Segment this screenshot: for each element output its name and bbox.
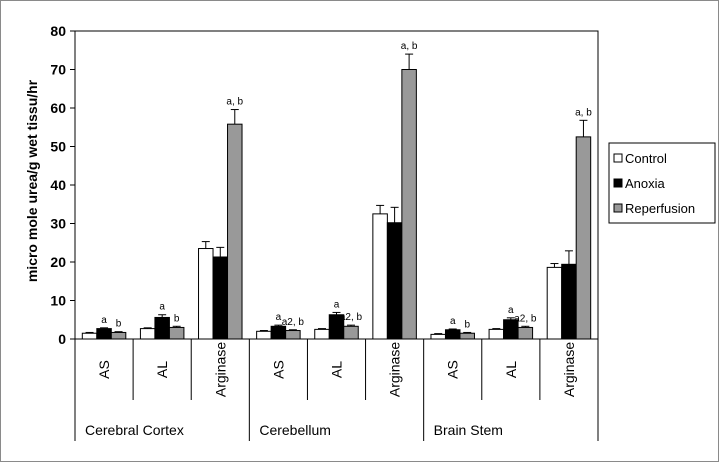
significance-label: a	[159, 302, 165, 313]
bar-anoxia	[444, 329, 461, 340]
bar-anoxia	[561, 263, 577, 340]
bar-control	[372, 213, 388, 340]
bar-anoxia	[154, 316, 170, 340]
bar-reperfusion	[168, 326, 185, 340]
significance-label: b	[464, 319, 470, 330]
y-tick-label: 70	[50, 62, 66, 78]
significance-label: a2, b	[282, 317, 305, 328]
bar-anoxia	[386, 222, 403, 340]
bar-control	[81, 332, 98, 340]
significance-label: a2, b	[514, 313, 537, 324]
category-label: Arginase	[212, 342, 228, 397]
significance-label: a	[450, 316, 456, 327]
bar-reperfusion	[575, 136, 592, 340]
y-tick-label: 50	[50, 139, 66, 155]
legend-swatch-anoxia	[613, 178, 623, 188]
legend-label-control: Control	[625, 151, 667, 166]
category-label: Arginase	[561, 342, 577, 397]
y-axis-label: micro mole urea/g wet tissu/hr	[24, 79, 40, 282]
group-label: Cerebral Cortex	[85, 422, 184, 438]
bar-reperfusion	[110, 331, 127, 340]
bar-reperfusion	[517, 326, 534, 340]
bar-reperfusion	[285, 330, 301, 340]
significance-label: a, b	[401, 41, 418, 52]
bar-anoxia	[96, 328, 112, 340]
significance-label: a2, b	[340, 312, 363, 323]
legend-swatch-reperfusion	[613, 203, 623, 213]
bar-reperfusion	[401, 69, 417, 340]
bars	[81, 53, 592, 340]
bar-anoxia	[212, 256, 229, 340]
legend-label-reperfusion: Reperfusion	[625, 201, 695, 216]
y-tick-label: 10	[50, 293, 66, 309]
significance-label: a	[334, 299, 340, 310]
bar-control	[546, 266, 563, 340]
bar-control	[139, 328, 156, 340]
significance-label: a	[101, 315, 107, 326]
legend: Control Anoxia Reperfusion	[608, 142, 716, 224]
bar-control	[256, 330, 272, 340]
bar-control	[430, 333, 446, 340]
bar-reperfusion	[343, 325, 359, 340]
y-tick-label: 0	[58, 331, 66, 347]
plot-area	[74, 30, 599, 340]
legend-label-anoxia: Anoxia	[625, 176, 666, 191]
bar-control	[488, 328, 505, 340]
category-label: AS	[96, 360, 112, 379]
bar-reperfusion	[459, 332, 475, 340]
bar-anoxia	[270, 325, 287, 340]
group-label: Cerebellum	[259, 422, 331, 438]
y-tick-label: 40	[50, 177, 66, 193]
significance-label: b	[174, 313, 180, 324]
category-label: AS	[445, 360, 461, 379]
legend-box	[608, 142, 716, 224]
category-labels: AS AL Arginase AS AL Arginase AS AL Arginase Cere…	[85, 342, 577, 438]
y-tick-label: 30	[50, 216, 66, 232]
category-label: Arginase	[387, 342, 403, 397]
significance-label: a, b	[226, 97, 243, 108]
category-label: AL	[154, 361, 170, 378]
significance-label: b	[116, 319, 122, 330]
category-label: AL	[329, 361, 345, 378]
significance-label: a, b	[575, 107, 592, 118]
significance-label: a	[508, 305, 514, 316]
group-label: Brain Stem	[434, 422, 503, 438]
bar-reperfusion	[227, 123, 243, 340]
bar-control	[314, 328, 330, 340]
significance-label: a	[276, 312, 282, 323]
y-tick-label: 20	[50, 254, 66, 270]
bar-control	[198, 248, 214, 340]
y-tick-label: 60	[50, 100, 66, 116]
y-tick-label: 80	[50, 23, 66, 39]
category-label: AL	[503, 361, 519, 378]
category-label: AS	[270, 360, 286, 379]
legend-swatch-control	[613, 153, 623, 163]
